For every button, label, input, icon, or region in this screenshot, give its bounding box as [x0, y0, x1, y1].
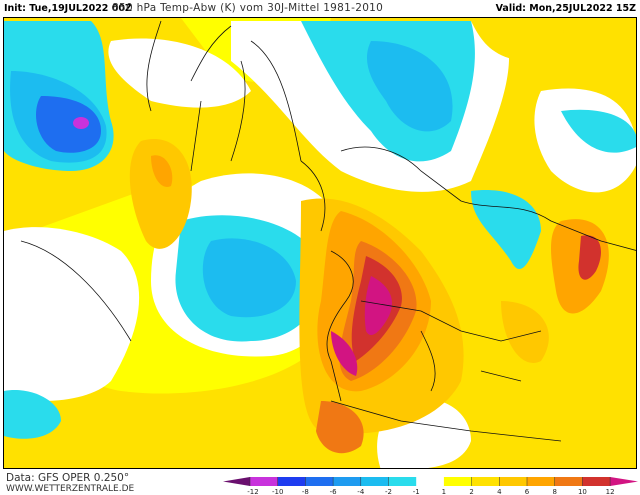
field-cold: [561, 109, 636, 153]
field-neutral: [4, 227, 140, 401]
field-cold: [36, 96, 101, 153]
legend-swatch: [582, 477, 611, 486]
init-time: Init: Tue,19JUL2022 00Z: [4, 3, 132, 14]
legend-swatch: [527, 477, 556, 486]
legend-arrow-high: [610, 477, 638, 486]
legend-tick-label: 12: [606, 488, 615, 495]
legend-tick-label: 2: [469, 488, 473, 495]
field-cold: [4, 390, 61, 439]
legend-swatch: [388, 477, 417, 486]
field-warm: [501, 301, 549, 363]
legend-swatch: [499, 477, 528, 486]
coastlines: [20, 20, 636, 442]
temperature-anomaly-map: [3, 17, 637, 469]
field-warm: [151, 155, 173, 187]
legend-tick-label: 10: [578, 488, 587, 495]
legend-swatch: [443, 477, 473, 486]
map-field: [4, 18, 636, 468]
data-source: Data: GFS OPER 0.250°: [6, 472, 130, 484]
legend-swatch: [333, 477, 362, 486]
legend-tick-label: -2: [385, 488, 392, 495]
legend-swatch: [554, 477, 583, 486]
map-footer: Data: GFS OPER 0.250° WWW.WETTERZENTRALE…: [6, 473, 134, 495]
legend-tick-label: -8: [302, 488, 309, 495]
field-extreme-hot: [331, 331, 358, 376]
field-extreme-hot: [364, 276, 392, 336]
legend-tick-label: 6: [525, 488, 530, 495]
legend-swatch: [250, 477, 279, 486]
valid-time: Valid: Mon,25JUL2022 15Z: [495, 3, 636, 14]
website-credit: WWW.WETTERZENTRALE.DE: [6, 484, 135, 494]
legend-swatch: [277, 477, 306, 486]
legend-swatch: [360, 477, 389, 486]
legend-tick-label: 8: [552, 488, 556, 495]
field-very-hot: [578, 235, 601, 280]
legend-swatch: [416, 477, 445, 486]
legend-tick-label: -6: [330, 488, 338, 495]
legend-tick-label: -12: [247, 488, 258, 495]
legend-tick-label: -1: [413, 488, 420, 495]
legend-swatch: [305, 477, 334, 486]
field-very-cold: [73, 117, 89, 129]
legend-tick-label: -10: [272, 488, 283, 495]
legend-arrow-low: [223, 477, 250, 486]
field-warm: [471, 21, 564, 61]
map-title: 850 hPa Temp-Abw (K) vom 30J-Mittel 1981…: [112, 2, 384, 14]
legend-swatch: [471, 477, 500, 486]
legend-tick-label: 4: [497, 488, 502, 495]
field-hot: [316, 401, 364, 454]
field-cold: [202, 238, 296, 318]
map-header: Init: Tue,19JUL2022 00Z 850 hPa Temp-Abw…: [0, 0, 640, 17]
field-neutral: [108, 38, 251, 108]
field-cold: [366, 41, 453, 132]
field-warm: [129, 139, 192, 249]
legend-tick-label: 1: [442, 488, 446, 495]
legend-tick-label: -4: [357, 488, 365, 495]
